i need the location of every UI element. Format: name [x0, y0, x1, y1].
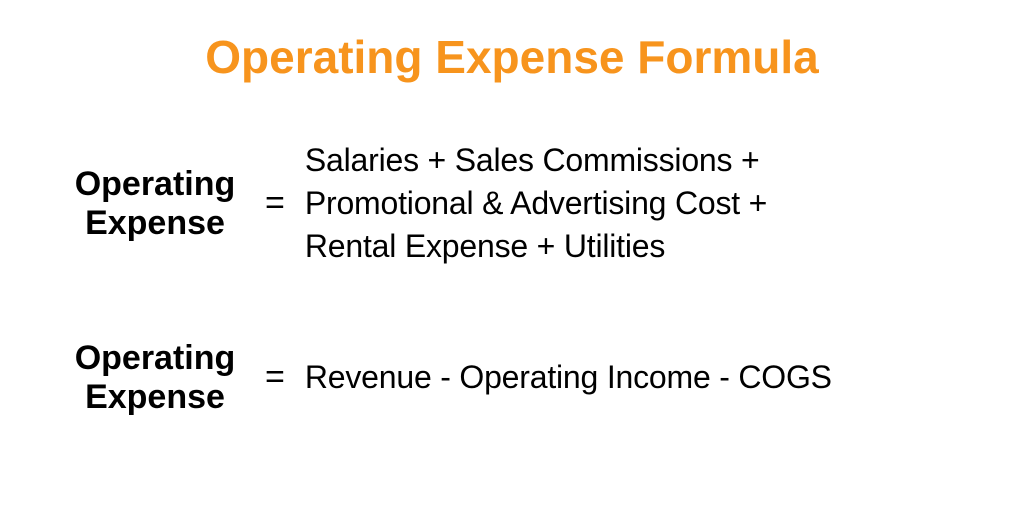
lhs-line1: Operating: [75, 339, 236, 377]
page-title: Operating Expense Formula: [50, 30, 974, 84]
lhs-line2: Expense: [85, 204, 225, 242]
rhs-line2: Promotional & Advertising Cost +: [305, 185, 767, 221]
formula-rhs-2: Revenue - Operating Income - COGS: [305, 356, 832, 399]
formula-lhs-2: Operating Expense: [60, 339, 250, 417]
equals-sign-2: =: [265, 358, 285, 397]
equals-sign-1: =: [265, 184, 285, 223]
rhs-line1: Salaries + Sales Commissions +: [305, 142, 760, 178]
rhs-line1: Revenue - Operating Income - COGS: [305, 359, 832, 395]
formula-row-1: Operating Expense = Salaries + Sales Com…: [50, 139, 974, 269]
formula-row-2: Operating Expense = Revenue - Operating …: [50, 339, 974, 417]
formula-rhs-1: Salaries + Sales Commissions + Promotion…: [305, 139, 767, 269]
lhs-line1: Operating: [75, 165, 236, 203]
formula-lhs-1: Operating Expense: [60, 165, 250, 243]
rhs-line3: Rental Expense + Utilities: [305, 228, 665, 264]
lhs-line2: Expense: [85, 378, 225, 416]
